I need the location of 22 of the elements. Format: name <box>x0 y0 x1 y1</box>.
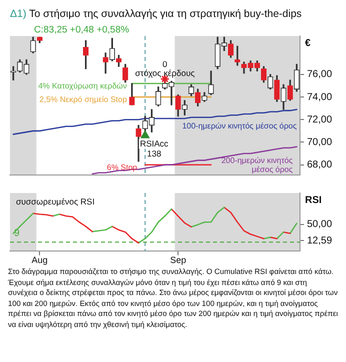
y-tick-label: 50,00 <box>307 219 332 230</box>
y-tick-label: 12,59 <box>307 235 332 246</box>
series-label: 200-ημερών κινητός μέσος όρος <box>221 156 293 174</box>
series-label: 2,5% Νεκρό σημείο Stop <box>39 95 128 104</box>
y-tick-label: 76,00 <box>307 69 332 80</box>
x-tick-label: Sep <box>170 255 186 266</box>
series-label: 4% Κατοχύρωση κερδών <box>38 82 127 91</box>
y-tick-label: 70,00 <box>307 136 332 148</box>
text: C:83,25 +0,48 +0,58% <box>34 24 130 36</box>
annotation: 138 <box>147 148 162 158</box>
y-tick-label: 74,00 <box>307 92 332 103</box>
y-tick-label: 68,00 <box>307 160 332 171</box>
y-axis-title: € <box>305 38 311 49</box>
chart-title: Δ1) Το στήσιμο της συναλλαγής για τη στρατηγική buy-the-dips <box>10 8 302 20</box>
series-label: 100-ημερών κινητός μέσος όρος <box>182 122 297 131</box>
annotation: στόχος κέρδους <box>135 68 195 78</box>
annotation: 0 <box>162 59 168 70</box>
y-tick-label: 72,00 <box>307 114 332 126</box>
x-tick-label: Aug <box>32 255 48 266</box>
annotation: συσσωρευμένος RSI <box>16 196 95 206</box>
annotation: RSIAcc <box>140 138 170 148</box>
y-axis-title: RSI <box>305 194 322 206</box>
